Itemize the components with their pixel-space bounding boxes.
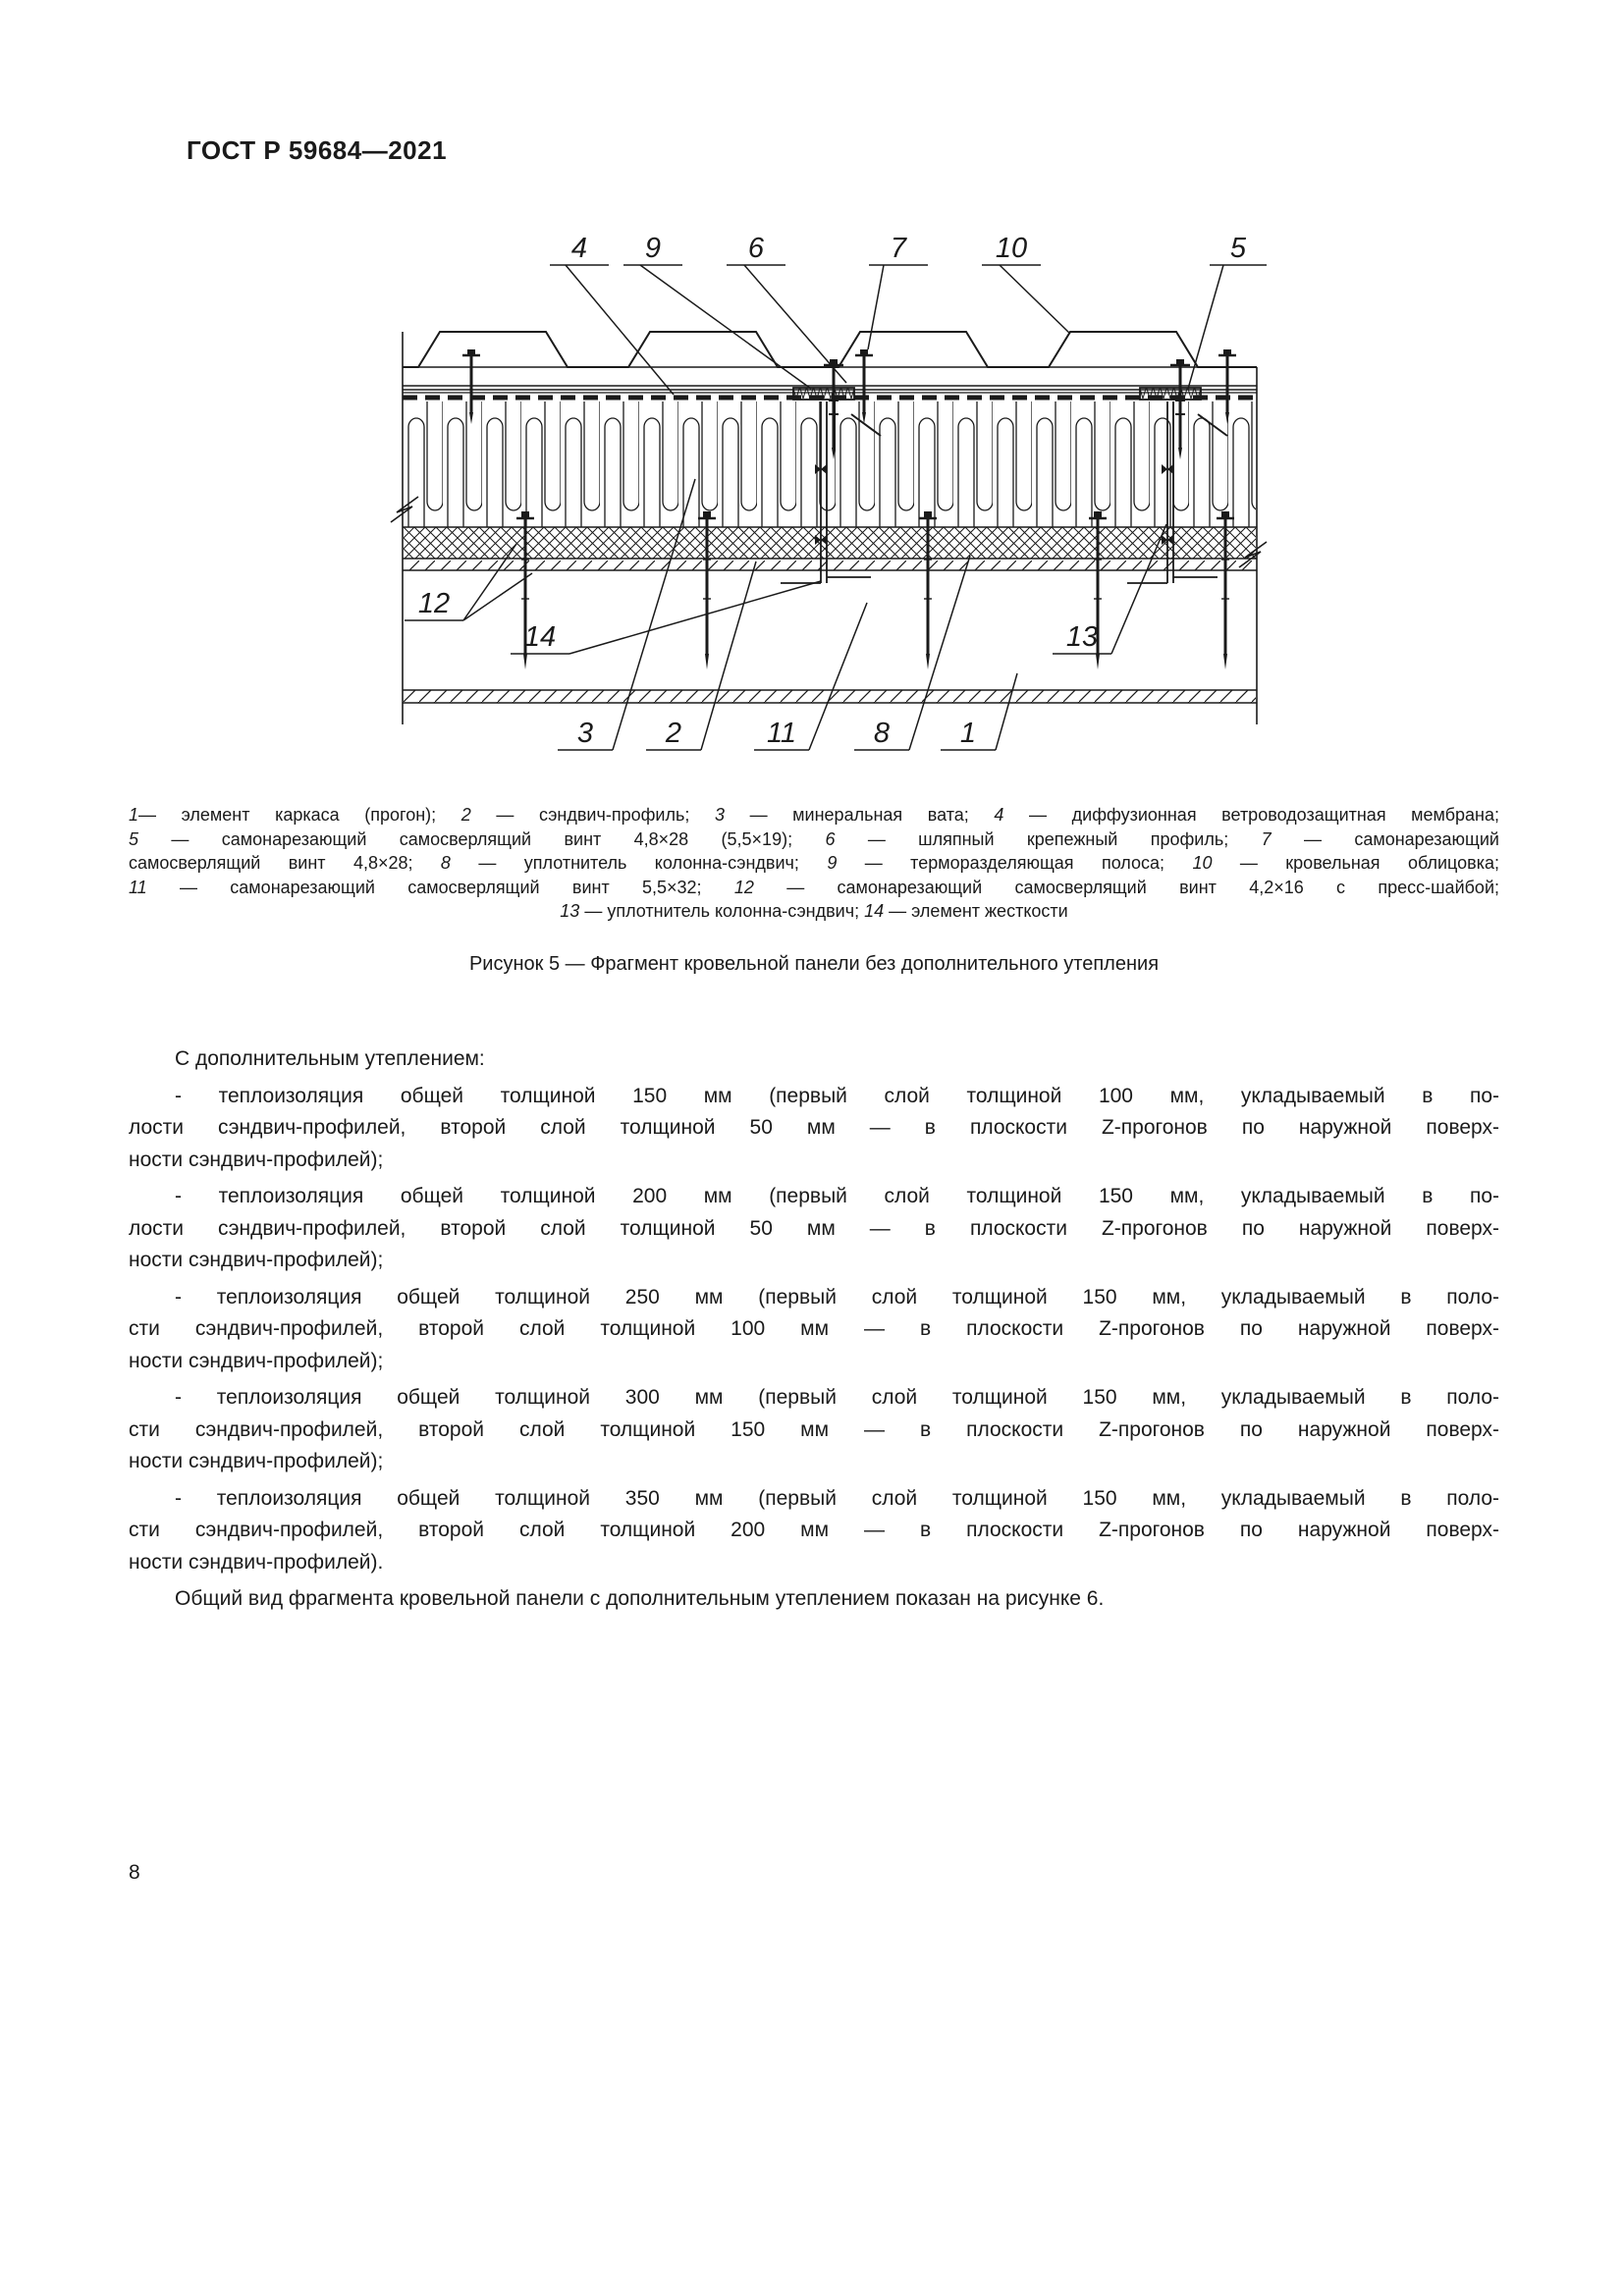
legend-item-number: 9 — [827, 853, 838, 873]
seal-crosshatch-layer — [404, 527, 1256, 559]
body-text: С дополнительным утеплением: - теплоизоля… — [129, 1043, 1499, 1616]
legend-item-number: 6 — [825, 828, 836, 849]
break-symbol-left — [390, 496, 419, 523]
body-line: ности сэндвич-профилей). — [129, 1550, 384, 1574]
callout-3: 3 — [577, 718, 593, 749]
body-line: - теплоизоляция общей толщиной 300 мм (п… — [175, 1386, 1499, 1409]
body-paragraph: - теплоизоляция общей толщиной 300 мм (п… — [129, 1382, 1499, 1478]
mineral-wool-layer — [404, 401, 1256, 527]
legend-item-number: 10 — [1192, 853, 1213, 873]
callout-numbers: 4 9 6 7 10 5 12 14 13 3 2 11 8 1 — [418, 233, 1247, 749]
callout-13: 13 — [1066, 621, 1098, 653]
body-line: лости сэндвич-профилей, второй слой толщ… — [129, 1216, 1499, 1240]
body-line: Общий вид фрагмента кровельной панели с … — [175, 1587, 1105, 1610]
legend-line: 1— элемент каркаса (прогон); 2 — сэндвич… — [129, 805, 1500, 825]
body-line: - теплоизоляция общей толщиной 150 мм (п… — [175, 1084, 1499, 1107]
standard-code-header: ГОСТ Р 59684—2021 — [187, 135, 448, 165]
legend-item-number: 5 — [129, 828, 139, 849]
legend-line: самосверлящий винт 4,8×28; 8 — уплотните… — [129, 853, 1499, 873]
legend-item-number: 12 — [733, 877, 754, 897]
break-symbol-right — [1238, 541, 1268, 568]
legend-line: 13 — уплотнитель колонна-сэндвич; 14 — э… — [560, 901, 1068, 921]
body-line: - теплоизоляция общей толщиной 250 мм (п… — [175, 1285, 1499, 1308]
legend-item-number: 3 — [714, 805, 725, 825]
body-paragraph: Общий вид фрагмента кровельной панели с … — [129, 1583, 1499, 1616]
callout-leader-lines — [405, 264, 1267, 751]
callout-1: 1 — [960, 718, 976, 749]
callout-5: 5 — [1230, 233, 1247, 264]
body-paragraph: - теплоизоляция общей толщиной 250 мм (п… — [129, 1282, 1499, 1378]
callout-4: 4 — [571, 233, 587, 264]
legend-item-number: 1 — [129, 805, 139, 825]
body-line: сти сэндвич-профилей, второй слой толщин… — [129, 1317, 1499, 1340]
roof-sheet-profile — [403, 331, 1257, 368]
body-line: ности сэндвич-профилей); — [129, 1148, 384, 1171]
callout-6: 6 — [748, 233, 765, 264]
body-paragraph: - теплоизоляция общей толщиной 150 мм (п… — [129, 1081, 1499, 1177]
legend-item-number: 4 — [994, 805, 1004, 825]
body-line: сти сэндвич-профилей, второй слой толщин… — [129, 1519, 1499, 1541]
legend-item-number: 14 — [864, 901, 885, 921]
body-paragraph: С дополнительным утеплением: — [129, 1043, 1499, 1076]
legend-item-number: 2 — [460, 805, 471, 825]
callout-14: 14 — [524, 621, 556, 653]
body-paragraph: - теплоизоляция общей толщиной 350 мм (п… — [129, 1483, 1499, 1579]
body-line: ности сэндвич-профилей); — [129, 1249, 384, 1271]
callout-9: 9 — [645, 233, 661, 264]
body-line: ности сэндвич-профилей); — [129, 1450, 384, 1472]
callout-12: 12 — [418, 588, 450, 619]
figure-caption: Рисунок 5 — Фрагмент кровельной панели б… — [468, 953, 1160, 975]
callout-7: 7 — [891, 233, 908, 264]
legend-line: 5 — самонарезающий самосверлящий винт 4,… — [129, 828, 1499, 849]
body-line: ности сэндвич-профилей); — [129, 1349, 384, 1372]
purlin-top-flange — [404, 561, 1256, 570]
callout-10: 10 — [996, 233, 1027, 264]
body-line: лости сэндвич-профилей, второй слой толщ… — [129, 1116, 1499, 1139]
body-paragraph: - теплоизоляция общей толщиной 200 мм (п… — [129, 1181, 1499, 1277]
figure-drawing: 4 9 6 7 10 5 12 14 13 3 2 11 8 1 — [390, 233, 1268, 751]
body-line: - теплоизоляция общей толщиной 200 мм (п… — [175, 1185, 1499, 1207]
legend-line: 11 — самонарезающий самосверлящий винт 5… — [129, 877, 1499, 897]
page-number: 8 — [129, 1861, 140, 1884]
callout-2: 2 — [665, 718, 681, 749]
legend-item-number: 11 — [129, 877, 147, 897]
legend-item-number: 7 — [1261, 828, 1272, 849]
body-line: - теплоизоляция общей толщиной 350 мм (п… — [175, 1486, 1499, 1510]
callout-8: 8 — [874, 718, 890, 749]
figure-5: 4 9 6 7 10 5 12 14 13 3 2 11 8 1 — [383, 222, 1276, 762]
body-line: С дополнительным утеплением: — [175, 1047, 485, 1070]
legend-item-number: 8 — [440, 853, 451, 873]
callout-11: 11 — [767, 718, 796, 749]
body-line: сти сэндвич-профилей, второй слой толщин… — [129, 1417, 1499, 1441]
figure-legend: 1— элемент каркаса (прогон); 2 — сэндвич… — [129, 803, 1499, 924]
legend-item-number: 13 — [560, 901, 580, 921]
